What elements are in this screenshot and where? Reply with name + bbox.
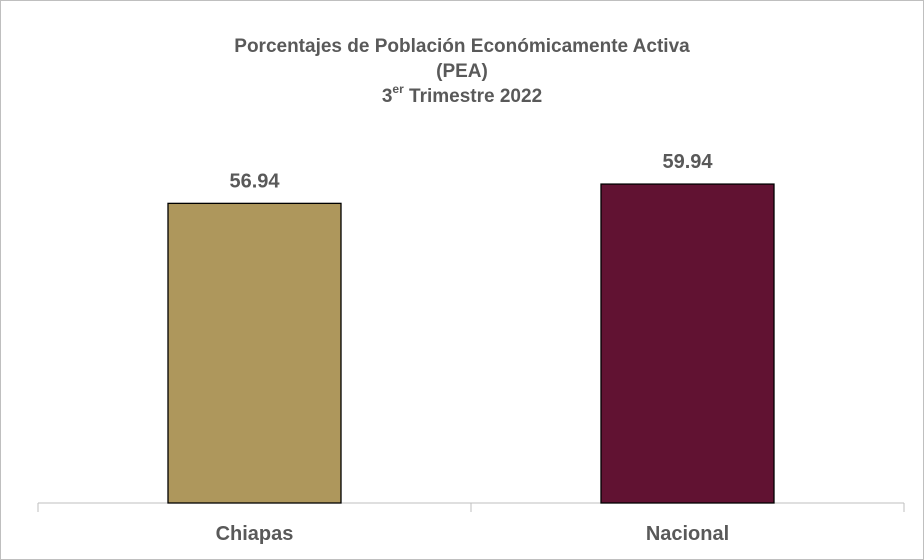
- category-label-chiapas: Chiapas: [216, 523, 294, 545]
- chart-title-line-3: 3er Trimestre 2022: [0, 82, 924, 109]
- bar-chiapas: [167, 202, 342, 504]
- chart-title-line-2: (PEA): [436, 61, 488, 82]
- data-label-nacional: 59.94: [662, 151, 713, 173]
- chart-title-line-1: Porcentajes de Población Económicamente …: [234, 36, 690, 57]
- chart-title-period: Trimestre 2022: [403, 86, 543, 107]
- chart-title: Porcentajes de Población Económicamente …: [0, 34, 924, 109]
- chart-title-ordinal-suffix: er: [392, 82, 404, 96]
- chart-title-ordinal: 3: [381, 86, 393, 107]
- data-label-chiapas: 56.94: [229, 170, 280, 192]
- bar-nacional: [600, 183, 775, 504]
- category-label-nacional: Nacional: [646, 523, 729, 545]
